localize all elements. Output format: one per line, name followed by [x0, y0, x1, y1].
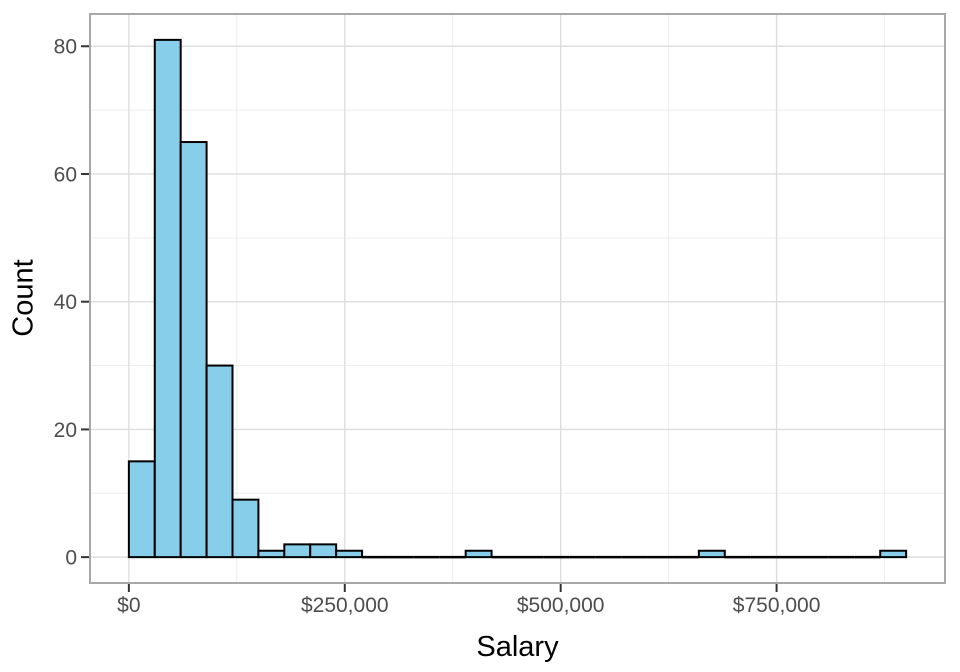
histogram-bar: [879, 549, 908, 559]
histogram-bar: [464, 549, 493, 559]
x-tick-label: $750,000: [733, 594, 821, 617]
x-tick-label: $500,000: [517, 594, 605, 617]
histogram-bar: [127, 460, 156, 559]
x-tick-label: $250,000: [301, 594, 389, 617]
histogram-bar: [697, 549, 726, 559]
y-tick-label: 20: [54, 419, 77, 442]
histogram-bar: [283, 543, 312, 559]
histogram-bar: [153, 38, 182, 559]
histogram-bar: [231, 498, 260, 559]
x-axis-title: Salary: [476, 631, 559, 663]
histogram-bar: [205, 364, 234, 559]
y-tick-label: 0: [65, 546, 77, 569]
histogram-bar: [179, 141, 208, 559]
histogram-bar: [309, 543, 338, 559]
y-axis-title: Count: [7, 259, 40, 337]
y-tick-label: 40: [54, 291, 77, 314]
y-tick-label: 60: [54, 163, 77, 186]
x-tick-label: $0: [117, 594, 140, 617]
y-tick-label: 80: [54, 36, 77, 59]
histogram-bar: [257, 549, 286, 559]
histogram-bar: [335, 549, 364, 559]
panel-border: [89, 13, 946, 584]
